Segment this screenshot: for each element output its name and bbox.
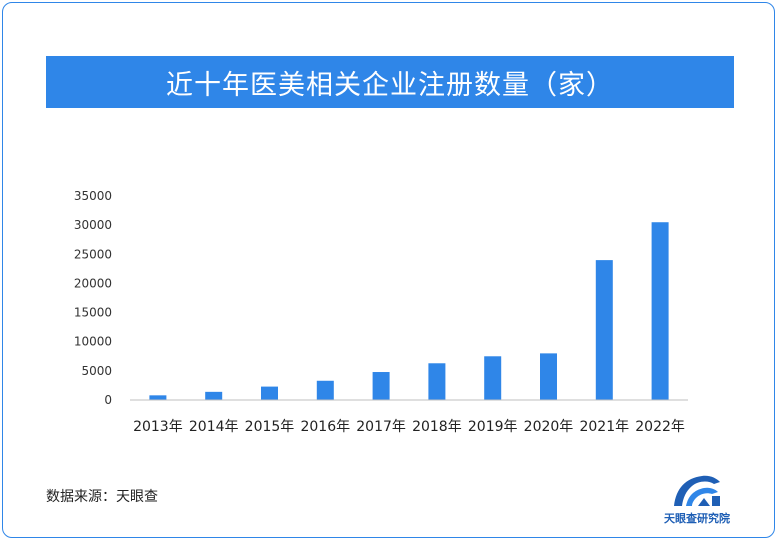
x-tick-label: 2014年 xyxy=(189,419,239,435)
bar xyxy=(205,391,223,400)
bar xyxy=(595,260,613,400)
bar xyxy=(149,395,167,400)
y-tick-label: 0 xyxy=(104,393,112,407)
bar xyxy=(428,363,446,400)
chart-title: 近十年医美相关企业注册数量（家） xyxy=(166,69,614,101)
y-tick-label: 25000 xyxy=(74,247,112,261)
x-axis: 2013年 2014年 2015年 2016年 2017年 2018年 2019年 2020年… xyxy=(133,419,685,435)
x-tick-label: 2018年 xyxy=(412,419,462,435)
bar xyxy=(316,380,334,400)
y-tick-label: 30000 xyxy=(74,218,112,232)
tianyancha-logo-icon xyxy=(674,475,720,506)
brand-name: 天眼查研究院 xyxy=(664,512,730,525)
x-tick-label: 2019年 xyxy=(468,419,518,435)
bar xyxy=(372,372,390,400)
bar xyxy=(261,386,278,400)
x-tick-label: 2017年 xyxy=(356,419,406,435)
bar xyxy=(484,356,502,400)
y-tick-label: 35000 xyxy=(74,189,112,203)
x-tick-label: 2020年 xyxy=(524,419,574,435)
bars xyxy=(149,222,669,400)
y-tick-label: 20000 xyxy=(74,276,112,290)
bar xyxy=(540,353,557,400)
x-tick-label: 2016年 xyxy=(300,419,350,435)
y-tick-label: 10000 xyxy=(74,335,112,349)
title-banner: 近十年医美相关企业注册数量（家） xyxy=(46,56,734,108)
bar xyxy=(651,222,669,400)
y-tick-label: 15000 xyxy=(74,306,112,320)
y-axis: 0 5000 10000 15000 20000 25000 30000 35000 xyxy=(74,189,112,407)
x-tick-label: 2015年 xyxy=(245,419,295,435)
x-tick-label: 2021年 xyxy=(579,419,629,435)
brand-logo: 天眼查研究院 xyxy=(652,466,742,526)
x-tick-label: 2013年 xyxy=(133,419,183,435)
y-tick-label: 5000 xyxy=(81,364,112,378)
data-source: 数据来源：天眼查 xyxy=(46,489,158,505)
x-tick-label: 2022年 xyxy=(635,419,685,435)
